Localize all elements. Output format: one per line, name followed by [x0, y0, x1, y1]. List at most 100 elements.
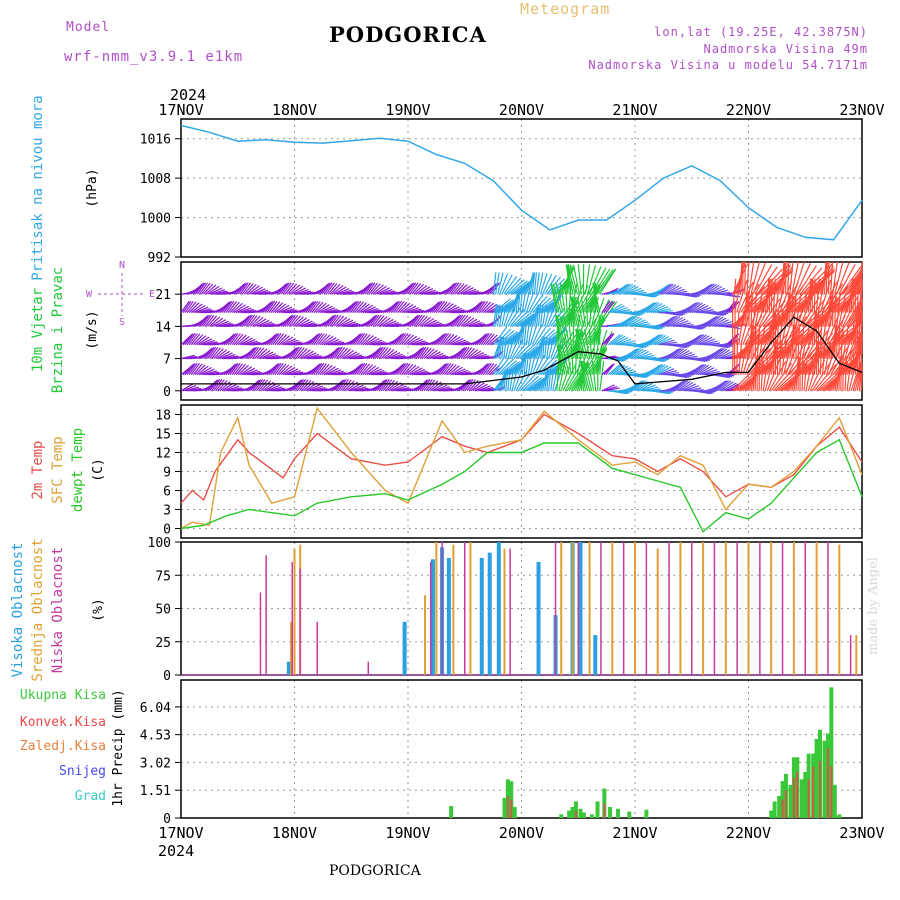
wind-barb [477, 385, 491, 392]
wind-barb [778, 340, 782, 375]
wind-barb [601, 300, 611, 313]
wind-barb [333, 379, 344, 392]
wind-barb [454, 369, 469, 376]
wind-barb [793, 292, 797, 327]
y-tick-label: 0 [163, 669, 171, 684]
wind-barb [435, 333, 446, 346]
wind-barb [266, 333, 277, 346]
wind-barb [440, 302, 451, 314]
precip-total-bar [814, 738, 819, 818]
cloud-low-bar [554, 542, 557, 675]
wind-barb [431, 300, 442, 313]
wind-barb [636, 352, 652, 360]
wind-barb [801, 356, 804, 391]
legend-ukupna-kisa: Ukupna Kisa [20, 688, 106, 703]
wind-barb [288, 284, 301, 295]
wind-barb [194, 335, 207, 346]
wind-barb [415, 284, 428, 295]
wind-barb [278, 335, 291, 346]
wind-barb [482, 333, 493, 346]
wind-barb [235, 282, 246, 295]
wind-barb [317, 333, 328, 346]
wind-barb [577, 329, 587, 359]
wind-barb [242, 367, 256, 376]
wind-barb [203, 283, 214, 295]
wind-barb [597, 269, 616, 295]
wind-barb [403, 283, 414, 295]
wind-barb [278, 306, 293, 314]
wind-barb [342, 321, 356, 327]
wind-barb [180, 300, 190, 313]
wind-barb [572, 314, 575, 345]
wind-barb [407, 282, 417, 295]
cloud-low-bar [265, 555, 267, 675]
wind-barb [495, 357, 510, 376]
wind-barb [605, 301, 616, 313]
wind-barb [376, 379, 387, 392]
wind-barb [569, 264, 578, 295]
wind-barb [611, 307, 628, 314]
wind-barb [411, 369, 426, 376]
wind-barb [730, 300, 740, 313]
wind-barb [419, 316, 431, 327]
wind-barb [362, 335, 374, 346]
precip-ylabel: 1hr Precip (mm) [111, 689, 126, 806]
wind-barb [321, 307, 336, 314]
precip-conv-bar [830, 766, 833, 818]
wind-barb [358, 333, 368, 346]
wind-barb [252, 379, 262, 392]
wind-barb [687, 334, 701, 346]
wind-barb [523, 322, 527, 345]
wind-barb [713, 319, 730, 327]
wind-barb [525, 377, 545, 392]
wind-barb [274, 333, 285, 346]
wind-barb [209, 346, 219, 359]
wind-barb [675, 350, 690, 360]
cloud-low-bar [622, 542, 625, 675]
wind-barb [556, 315, 566, 345]
wind-barb [695, 306, 712, 314]
meteogram-label: Meteogram [520, 0, 611, 18]
wind-barb [646, 334, 660, 346]
wind-barb [666, 286, 682, 295]
wind-barb [235, 334, 247, 346]
wind-barb [716, 321, 732, 327]
precip-conv-bar [510, 799, 513, 818]
wind-barb [339, 348, 351, 360]
wind-barb [548, 306, 560, 327]
cloud-mid-bar [702, 542, 705, 675]
wind-barb [630, 319, 646, 327]
wind-barb [801, 269, 827, 295]
wind-barb [421, 378, 431, 392]
wind-barb [215, 349, 228, 360]
wind-barb [579, 329, 589, 359]
cloud-high-bar [593, 635, 598, 675]
wind-barb [374, 380, 385, 392]
wind-barb [650, 304, 666, 314]
wind-barb [577, 264, 583, 295]
wind-barb [738, 340, 743, 375]
wind-barb [317, 304, 330, 314]
wind-barb [591, 360, 597, 391]
wind-barb [536, 327, 552, 346]
wind-barb [452, 282, 462, 295]
wind-barb [452, 339, 467, 346]
wind-barb [505, 368, 509, 391]
x-tick-label-bottom: 21NOV [612, 824, 657, 842]
wind-barb [421, 347, 432, 359]
wind-barb [544, 275, 557, 295]
wind-barb [290, 315, 301, 327]
wind-barb [462, 379, 472, 392]
wind-barb [309, 385, 324, 392]
wind-barb [650, 363, 664, 376]
wind-barb [248, 285, 260, 295]
wind-barb [799, 324, 805, 359]
wind-barb [722, 382, 737, 392]
wind-barb [435, 300, 446, 313]
wind-barb [348, 300, 358, 313]
wind-barb [274, 303, 287, 314]
precip-total-bar [772, 801, 777, 818]
wind-barb [462, 347, 473, 359]
wind-barb [813, 310, 817, 345]
wind-barb [430, 352, 444, 360]
